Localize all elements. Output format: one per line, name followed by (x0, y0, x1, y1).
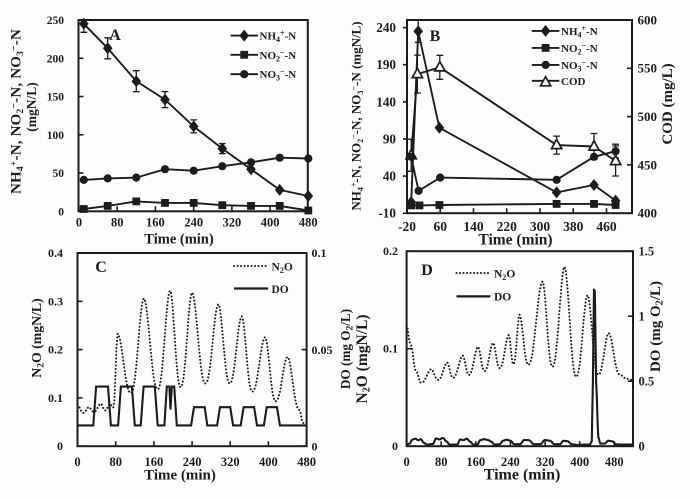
svg-text:DO (mg O2/L): DO (mg O2/L) (648, 281, 666, 372)
svg-text:N2O (mgN/L): N2O (mgN/L) (29, 298, 47, 377)
svg-text:C: C (95, 259, 107, 276)
svg-text:480: 480 (605, 455, 624, 469)
svg-text:1: 1 (639, 309, 645, 323)
svg-text:60: 60 (433, 219, 447, 234)
svg-text:320: 320 (223, 216, 242, 230)
svg-text:0: 0 (57, 439, 63, 453)
svg-text:600: 600 (638, 12, 658, 27)
svg-text:240: 240 (376, 20, 396, 35)
svg-text:50: 50 (53, 168, 65, 180)
svg-text:0: 0 (403, 455, 409, 469)
svg-text:NO2−-N: NO2−-N (561, 41, 598, 57)
svg-text:0.1: 0.1 (383, 342, 398, 356)
svg-text:100: 100 (47, 130, 65, 142)
svg-text:NO2−-N: NO2−-N (260, 48, 297, 64)
svg-text:550: 550 (638, 61, 658, 76)
svg-text:N2O (mgN/L): N2O (mgN/L) (354, 315, 373, 404)
svg-text:320: 320 (221, 455, 240, 469)
svg-text:150: 150 (47, 92, 65, 104)
svg-text:Time (min): Time (min) (484, 467, 561, 484)
svg-text:Time (min): Time (min) (144, 232, 214, 248)
svg-text:A: A (109, 27, 121, 44)
svg-text:460: 460 (596, 219, 617, 234)
svg-text:80: 80 (111, 216, 124, 230)
svg-text:240: 240 (183, 455, 202, 469)
svg-text:80: 80 (435, 455, 448, 469)
svg-text:140: 140 (463, 219, 484, 234)
svg-text:160: 160 (146, 216, 165, 230)
svg-text:NH4+-N, NO2−-N, NO3−-N (mgN/L): NH4+-N, NO2−-N, NO3−-N (mgN/L) (349, 21, 366, 210)
svg-text:0: 0 (312, 439, 318, 453)
svg-text:COD (mg/L): COD (mg/L) (660, 63, 676, 144)
svg-text:240: 240 (184, 216, 203, 230)
svg-text:0.5: 0.5 (639, 374, 655, 388)
svg-text:Time (min): Time (min) (478, 232, 552, 249)
svg-text:NH4+-N: NH4+-N (260, 29, 297, 45)
svg-text:400: 400 (570, 455, 589, 469)
svg-text:0.1: 0.1 (312, 246, 327, 260)
svg-text:80: 80 (109, 455, 122, 469)
svg-text:220: 220 (497, 219, 518, 234)
svg-text:NH4+-N: NH4+-N (561, 24, 598, 40)
svg-text:0: 0 (58, 206, 64, 218)
svg-text:NO3−-N: NO3−-N (561, 58, 598, 74)
svg-text:1.5: 1.5 (639, 244, 655, 258)
svg-text:NH4+-N, NO2−-N, NO3−-N: NH4+-N, NO2−-N, NO3−-N (9, 29, 27, 194)
svg-text:-10: -10 (378, 206, 396, 221)
svg-text:N2O: N2O (494, 268, 515, 282)
svg-text:160: 160 (466, 455, 485, 469)
svg-text:0.1: 0.1 (48, 391, 63, 405)
svg-text:300: 300 (530, 219, 551, 234)
svg-text:160: 160 (145, 455, 164, 469)
svg-text:40: 40 (383, 169, 397, 184)
svg-text:(mgN/L): (mgN/L) (24, 82, 39, 132)
svg-text:200: 200 (47, 53, 65, 65)
svg-text:0.4: 0.4 (48, 246, 63, 260)
svg-text:320: 320 (536, 455, 555, 469)
svg-text:D: D (421, 262, 433, 279)
svg-text:B: B (430, 28, 441, 45)
svg-text:190: 190 (376, 57, 396, 72)
svg-text:400: 400 (638, 206, 658, 221)
svg-text:480: 480 (297, 455, 316, 469)
svg-text:N2O: N2O (272, 261, 293, 275)
svg-text:0.3: 0.3 (48, 294, 63, 308)
svg-text:COD: COD (561, 76, 586, 88)
svg-text:-20: -20 (398, 219, 416, 234)
svg-text:0: 0 (639, 439, 645, 453)
svg-text:240: 240 (501, 455, 520, 469)
svg-text:140: 140 (376, 94, 396, 109)
svg-text:0.2: 0.2 (48, 343, 63, 357)
svg-text:500: 500 (638, 109, 658, 124)
svg-text:380: 380 (563, 219, 584, 234)
svg-text:450: 450 (638, 157, 658, 172)
svg-text:DO: DO (272, 284, 289, 296)
svg-text:0: 0 (74, 455, 80, 469)
svg-text:400: 400 (259, 455, 278, 469)
svg-text:480: 480 (299, 216, 318, 230)
svg-text:DO (mg O2/L): DO (mg O2/L) (338, 309, 356, 389)
svg-text:90: 90 (383, 131, 397, 146)
svg-text:DO: DO (494, 292, 511, 304)
svg-text:0: 0 (392, 439, 398, 453)
svg-text:0.05: 0.05 (312, 343, 333, 357)
svg-text:250: 250 (47, 15, 65, 27)
svg-text:Time (min): Time (min) (144, 468, 216, 484)
svg-text:0: 0 (76, 216, 82, 230)
svg-text:400: 400 (261, 216, 280, 230)
svg-text:0.2: 0.2 (383, 244, 398, 258)
svg-text:NO3−-N: NO3−-N (260, 67, 297, 83)
